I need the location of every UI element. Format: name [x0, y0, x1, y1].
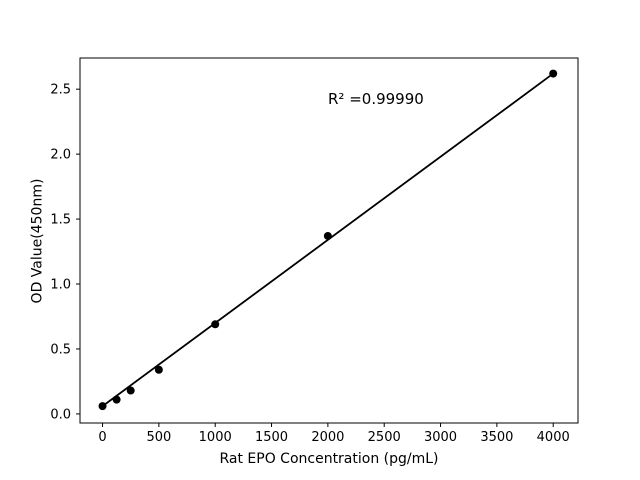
x-tick-label: 3500: [480, 430, 513, 445]
y-tick-label: 0.5: [50, 342, 71, 357]
data-point: [112, 395, 121, 404]
x-tick-label: 2000: [311, 430, 344, 445]
y-tick-label: 1.5: [50, 213, 71, 228]
y-tick-label: 0.0: [50, 407, 71, 422]
r-squared-annotation: R² =0.99990: [328, 90, 424, 108]
data-point: [323, 231, 332, 240]
x-tick-label: 3000: [424, 430, 457, 445]
x-tick-label: 500: [146, 430, 171, 445]
data-point: [98, 402, 107, 411]
data-point: [126, 386, 135, 395]
x-tick-label: 4000: [537, 430, 570, 445]
x-tick-label: 1000: [199, 430, 232, 445]
data-point: [154, 365, 163, 374]
data-point: [549, 69, 558, 78]
y-tick-label: 2.5: [50, 83, 71, 98]
x-tick-label: 1500: [255, 430, 288, 445]
x-tick-label: 2500: [368, 430, 401, 445]
y-tick-label: 2.0: [50, 148, 71, 163]
data-point: [211, 320, 220, 329]
x-tick-label: 0: [98, 430, 106, 445]
y-axis-label: OD Value(450nm): [29, 178, 46, 304]
y-tick-label: 1.0: [50, 278, 71, 293]
x-axis-label: Rat EPO Concentration (pg/mL): [219, 451, 439, 467]
